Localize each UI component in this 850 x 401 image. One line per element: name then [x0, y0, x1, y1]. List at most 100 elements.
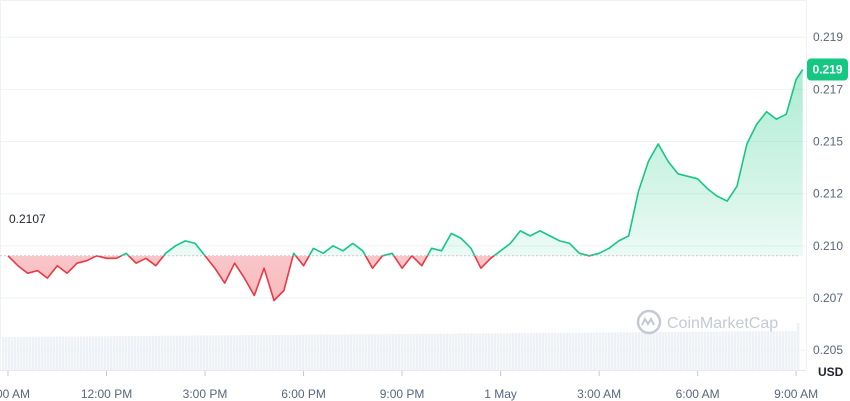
volume-bar: [344, 334, 347, 370]
volume-bar: [554, 332, 557, 370]
volume-bar: [470, 333, 473, 370]
volume-bar: [503, 333, 506, 370]
volume-bar: [320, 334, 323, 370]
volume-bar: [539, 332, 542, 370]
volume-bar: [380, 334, 383, 370]
volume-bar: [53, 336, 56, 370]
volume-bar: [611, 332, 614, 370]
volume-bar: [761, 331, 764, 370]
volume-bar: [413, 333, 416, 370]
volume-bar: [464, 333, 467, 370]
volume-bar: [278, 334, 281, 370]
volume-bar: [89, 336, 92, 370]
price-area: [8, 69, 803, 301]
volume-bar: [11, 336, 14, 370]
volume-bar: [335, 334, 338, 370]
volume-bar: [599, 332, 602, 370]
volume-bar: [131, 336, 134, 370]
volume-bar: [725, 331, 728, 370]
volume-bar: [509, 333, 512, 370]
volume-bar: [560, 332, 563, 370]
x-tick-label: 3:00 AM: [577, 387, 621, 401]
volume-bar: [221, 335, 224, 370]
volume-bar: [563, 332, 566, 370]
volume-bar: [338, 334, 341, 370]
volume-bar: [770, 331, 773, 370]
volume-bar: [17, 336, 20, 370]
volume-bar: [176, 335, 179, 370]
volume-bar: [650, 332, 653, 370]
volume-bar: [374, 334, 377, 370]
volume-bar: [143, 335, 146, 370]
volume-bar: [635, 332, 638, 370]
volume-bar: [746, 331, 749, 370]
volume-bar: [356, 334, 359, 370]
y-tick-label: 0.205: [813, 343, 843, 357]
volume-bar: [383, 334, 386, 370]
coinmarketcap-watermark: CoinMarketCap: [636, 309, 778, 335]
volume-bar: [365, 334, 368, 370]
volume-bar: [287, 334, 290, 370]
x-tick-label: 9:00 PM: [380, 387, 425, 401]
volume-bar: [245, 335, 248, 370]
volume-bar: [47, 336, 50, 370]
volume-bar: [173, 335, 176, 370]
volume-bar: [242, 335, 245, 370]
volume-bar: [743, 331, 746, 370]
volume-bar: [458, 333, 461, 370]
volume-bar: [389, 334, 392, 370]
volume-bar: [518, 333, 521, 370]
volume-bar: [260, 335, 263, 370]
volume-bar: [632, 332, 635, 370]
volume-bar: [797, 323, 800, 370]
x-tick-label: 6:00 PM: [281, 387, 326, 401]
volume-bar: [398, 334, 401, 370]
volume-bar: [647, 332, 650, 370]
volume-bar: [305, 334, 308, 370]
volume-bar: [596, 332, 599, 370]
volume-bar: [605, 332, 608, 370]
volume-bar: [323, 334, 326, 370]
volume-bar: [158, 335, 161, 370]
volume-bar: [230, 335, 233, 370]
volume-bar: [104, 336, 107, 370]
volume-bar: [788, 331, 791, 370]
currency-unit: USD: [818, 365, 844, 379]
volume-bar: [98, 336, 101, 370]
volume-bar: [710, 331, 713, 370]
volume-bar: [149, 335, 152, 370]
volume-bar: [689, 331, 692, 370]
volume-bar: [623, 332, 626, 370]
volume-bar: [506, 333, 509, 370]
volume-bar: [110, 336, 113, 370]
volume-bar: [74, 336, 77, 370]
volume-bar: [185, 335, 188, 370]
volume-bar: [5, 336, 8, 370]
volume-bar: [284, 334, 287, 370]
volume-bar: [785, 331, 788, 370]
volume-bar: [26, 336, 29, 370]
volume-bar: [362, 334, 365, 370]
volume-bar: [437, 333, 440, 370]
volume-bar: [56, 336, 59, 370]
volume-bar: [251, 335, 254, 370]
volume-bar: [122, 336, 125, 370]
volume-bar: [272, 334, 275, 370]
volume-bar: [776, 331, 779, 370]
y-tick-label: 0.217: [813, 82, 843, 96]
volume-bar: [461, 333, 464, 370]
volume-bar: [14, 336, 17, 370]
volume-bar: [452, 333, 455, 370]
x-tick-label: 3:00 PM: [183, 387, 228, 401]
volume-bar: [434, 333, 437, 370]
volume-bar: [641, 332, 644, 370]
volume-bar: [629, 332, 632, 370]
volume-bar: [248, 335, 251, 370]
volume-bar: [683, 331, 686, 370]
coinmarketcap-logo-wave: [641, 316, 655, 326]
volume-bar: [329, 334, 332, 370]
volume-bar: [557, 332, 560, 370]
volume-bar: [38, 336, 41, 370]
volume-bar: [317, 334, 320, 370]
volume-bar: [236, 335, 239, 370]
